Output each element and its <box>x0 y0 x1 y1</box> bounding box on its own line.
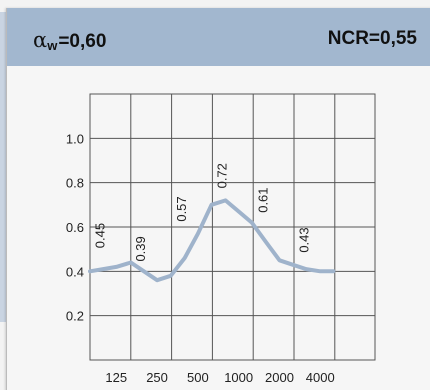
x-tick-label: 4000 <box>306 370 335 385</box>
value-label: 0.39 <box>133 236 148 261</box>
y-tick-label: 0.2 <box>66 309 84 324</box>
value-label: 0.43 <box>296 227 311 252</box>
value-label: 0.45 <box>92 223 107 248</box>
value-label: 0.72 <box>215 163 230 188</box>
absorption-line <box>88 198 336 283</box>
x-tick-label: 125 <box>105 370 127 385</box>
x-tick-label: 2000 <box>265 370 294 385</box>
chart-card: αw=0,60 NCR=0,55 0.2 0.4 0.6 0.8 1.0 125 250 50… <box>6 8 430 390</box>
absorption-chart: 0.2 0.4 0.6 0.8 1.0 125 250 500 1000 2000 4000 0.45… <box>66 93 376 385</box>
alpha-w-value: αw=0,60 <box>33 28 106 53</box>
alpha-symbol: α <box>33 28 48 52</box>
value-label: 0.61 <box>255 187 270 212</box>
header-bar: αw=0,60 NCR=0,55 <box>7 8 430 66</box>
ncr-value: NCR=0,55 <box>327 28 417 49</box>
x-tick-label: 1000 <box>224 370 253 385</box>
x-tick-label: 500 <box>187 370 209 385</box>
chart-area: 0.2 0.4 0.6 0.8 1.0 125 250 500 1000 2000 4000 0.45… <box>7 66 430 390</box>
y-tick-label: 0.8 <box>66 176 84 191</box>
y-tick-label: 0.6 <box>66 220 84 235</box>
x-tick-label: 250 <box>146 370 168 385</box>
y-tick-label: 1.0 <box>66 131 84 146</box>
value-label: 0.57 <box>174 196 189 221</box>
alpha-subscript: w <box>47 38 58 53</box>
y-tick-label: 0.4 <box>66 264 84 279</box>
alpha-value: =0,60 <box>58 31 107 52</box>
